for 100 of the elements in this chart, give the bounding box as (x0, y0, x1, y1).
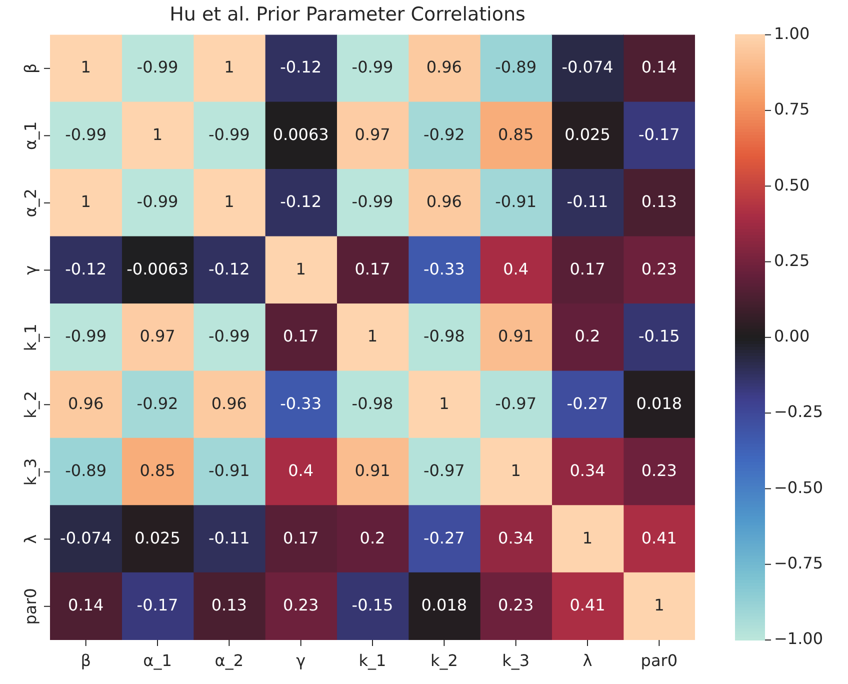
data-label: -0.97 (495, 394, 537, 413)
data-label: -0.12 (280, 192, 322, 212)
data-label: 0.34 (498, 528, 534, 548)
y-tick-label: α_2 (21, 188, 40, 218)
data-label: 0.97 (140, 326, 176, 346)
color-bar-label: 0.75 (774, 100, 810, 119)
data-label: -0.99 (208, 124, 250, 144)
data-label: 1 (296, 259, 306, 278)
data-label: -0.15 (352, 596, 394, 615)
data-label: 0.23 (498, 596, 534, 615)
data-label: 0.14 (68, 596, 104, 615)
data-label: 1 (80, 192, 91, 212)
data-label: 0.23 (283, 596, 319, 615)
x-tick-label: α_1 (143, 651, 172, 670)
color-bar-label: −0.25 (774, 402, 824, 422)
y-tick-label: k_1 (21, 324, 40, 352)
data-label: 1 (582, 528, 593, 548)
data-label: 0.91 (498, 326, 534, 346)
x-tick-label: par0 (640, 651, 678, 670)
data-label: -0.97 (423, 461, 465, 480)
x-tick-label: λ (582, 651, 592, 670)
data-label: -0.99 (136, 192, 178, 212)
data-label: 0.96 (426, 58, 462, 77)
data-label: 0.41 (641, 528, 677, 548)
y-tick-label: k_3 (21, 458, 40, 486)
color-bar-label: 1.00 (774, 24, 810, 43)
data-label: 1 (224, 58, 234, 77)
data-label: -0.074 (562, 58, 614, 77)
data-label: 0.018 (421, 596, 468, 615)
data-label: 0.17 (283, 528, 319, 548)
data-label: -0.12 (280, 58, 322, 77)
data-label: -0.074 (60, 528, 112, 548)
y-tick-label: α_1 (21, 121, 40, 150)
data-label: 0.4 (288, 461, 314, 480)
data-label: 1 (367, 326, 378, 346)
data-label: 0.17 (283, 326, 319, 346)
data-label: 0.2 (360, 528, 386, 548)
x-tick-label: k_3 (502, 651, 530, 670)
data-label: -0.27 (423, 528, 465, 548)
color-bar-label: −0.50 (774, 478, 824, 497)
data-label: -0.99 (136, 58, 178, 77)
data-label: 1 (510, 461, 521, 480)
data-label: 0.97 (354, 124, 390, 144)
data-label: 0.96 (68, 394, 104, 413)
data-label: 1 (654, 596, 664, 615)
x-tick-label: γ (296, 651, 306, 670)
x-tick-label: β (80, 651, 91, 670)
color-bar-label: 0.00 (774, 326, 810, 346)
data-label: 0.23 (641, 259, 677, 278)
data-label: -0.11 (566, 192, 608, 212)
data-label: -0.0063 (126, 259, 188, 278)
data-label: -0.98 (423, 326, 465, 346)
data-label: -0.98 (352, 394, 394, 413)
data-label: 0.14 (641, 58, 677, 77)
data-label: -0.11 (208, 528, 250, 548)
data-label: 0.96 (426, 192, 462, 212)
y-tick-label: λ (21, 534, 40, 544)
color-bar-label: −1.00 (774, 629, 824, 648)
data-label: -0.99 (65, 124, 107, 144)
data-label: 0.96 (211, 394, 247, 413)
data-label: -0.17 (136, 596, 178, 615)
data-label: 1 (80, 58, 91, 77)
data-label: 1 (152, 124, 163, 144)
data-label: -0.99 (65, 326, 107, 346)
color-bar-label: 0.25 (774, 250, 810, 270)
x-tick-label: α_2 (214, 651, 244, 670)
color-bar-label: 0.50 (774, 175, 810, 194)
data-label: -0.17 (638, 124, 680, 144)
data-label: 0.025 (134, 528, 180, 548)
data-label: 0.4 (503, 259, 529, 278)
data-label: 0.85 (140, 461, 176, 480)
data-label: 0.41 (570, 596, 606, 615)
data-label: 0.17 (570, 259, 606, 278)
data-label: -0.89 (65, 461, 107, 480)
data-label: -0.27 (566, 394, 608, 413)
data-label: 0.17 (354, 259, 390, 278)
data-label: -0.99 (352, 192, 394, 212)
data-label: 0.0063 (272, 124, 329, 144)
data-label: 0.34 (570, 461, 606, 480)
data-label: 1 (439, 394, 450, 413)
data-label: 0.23 (641, 461, 677, 480)
y-tick-label: k_2 (21, 390, 40, 418)
data-label: 0.025 (564, 124, 610, 144)
data-label: -0.15 (638, 326, 680, 346)
chart-title: Hu et al. Prior Parameter Correlations (170, 3, 526, 26)
data-label: -0.99 (352, 58, 394, 77)
data-label: -0.92 (423, 124, 465, 144)
data-label: 0.85 (498, 124, 534, 144)
data-label: -0.92 (136, 394, 178, 413)
x-tick-label: k_2 (430, 651, 458, 670)
y-tick-label: β (21, 63, 40, 74)
data-label: -0.99 (208, 326, 250, 346)
data-label: -0.91 (495, 192, 537, 212)
data-label: 1 (224, 192, 234, 212)
data-label: 0.13 (641, 192, 677, 212)
data-label: 0.91 (354, 461, 390, 480)
data-label: -0.12 (208, 259, 250, 278)
data-label: 0.2 (574, 326, 600, 346)
data-label: -0.33 (280, 394, 322, 413)
x-tick-label: k_1 (358, 651, 386, 670)
